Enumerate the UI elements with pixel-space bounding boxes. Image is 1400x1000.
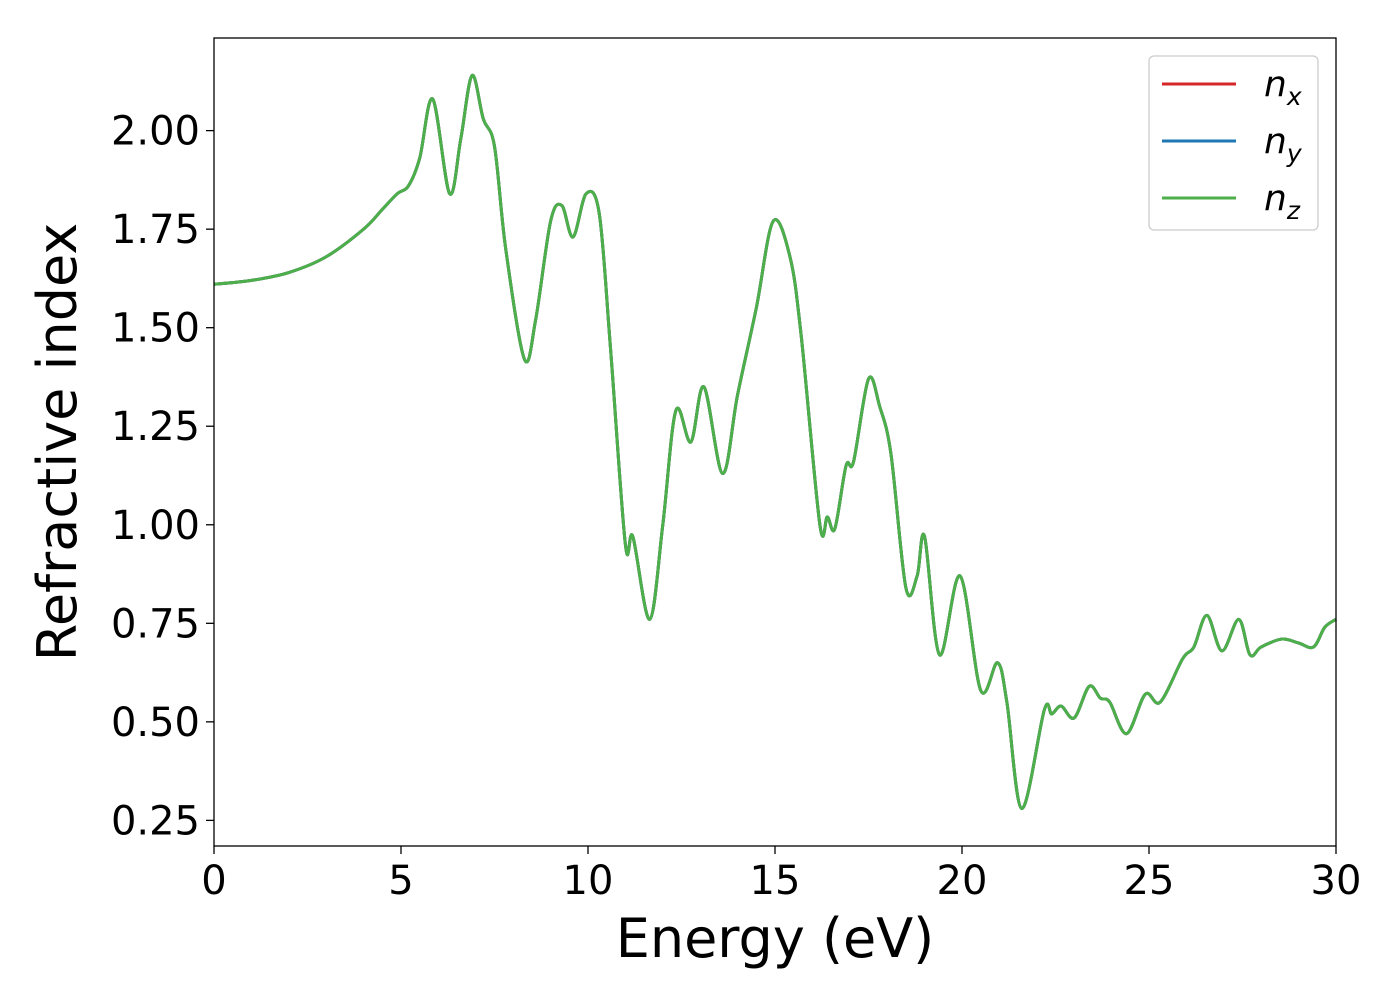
legend-label-subscript: x [1286,82,1302,111]
legend-label-subscript: z [1286,196,1301,225]
legend-frame [1148,55,1319,231]
y-axis-label: Refractive index [26,223,89,662]
y-tick-label: 1.75 [111,207,200,253]
y-tick-label: 0.50 [111,700,200,746]
x-tick-label: 30 [1311,858,1362,904]
x-tick-label: 20 [937,858,988,904]
y-tick-label: 0.75 [111,601,200,647]
legend-label-ny: ny [1264,121,1303,168]
legend-label-nz: nz [1264,178,1301,225]
x-tick-label: 5 [388,858,413,904]
y-axis: 0.25 0.50 0.75 1.00 1.25 1.50 1.75 2.00 [111,109,214,844]
x-tick-label: 10 [563,858,614,904]
legend-label-subscript: y [1286,139,1303,168]
x-tick-label: 0 [201,858,226,904]
y-tick-label: 0.25 [111,798,200,844]
x-tick-label: 25 [1124,858,1175,904]
y-tick-label: 1.50 [111,306,200,352]
y-tick-label: 1.25 [111,404,200,450]
series-line-nz [213,73,1337,811]
y-tick-label: 2.00 [111,109,200,155]
x-axis: 0 5 10 15 20 25 30 [201,846,1361,904]
legend-label-base: n [1264,121,1287,162]
legend-label-base: n [1264,64,1287,105]
y-tick-label: 1.00 [111,503,200,549]
legend-label-base: n [1264,178,1287,219]
x-tick-label: 15 [750,858,801,904]
x-axis-label: Energy (eV) [616,907,935,970]
legend-label-nx: nx [1264,64,1302,111]
plot-area [213,73,1337,811]
